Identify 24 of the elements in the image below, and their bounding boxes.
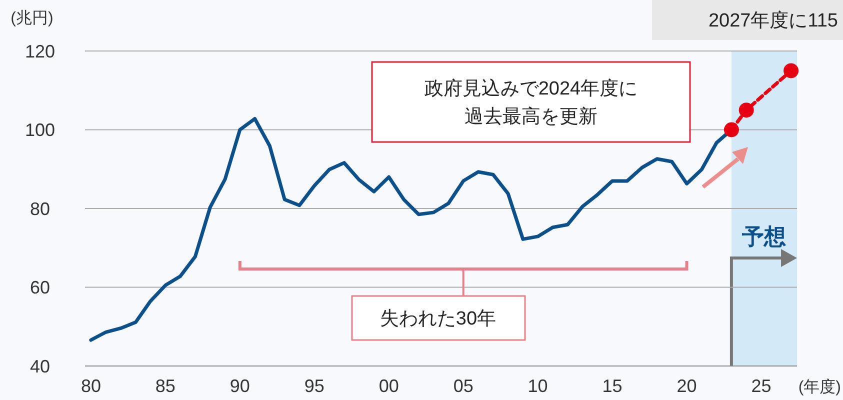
y-tick-label: 100	[24, 120, 56, 140]
x-tick-label: 20	[676, 376, 697, 396]
x-axis-title: (年度)	[798, 378, 841, 396]
point	[738, 102, 754, 118]
x-tick-label: 10	[528, 376, 548, 396]
point	[724, 122, 739, 138]
x-tick-label: 15	[602, 376, 622, 396]
annotation: 失われた30年	[380, 308, 496, 330]
y-tick-label: 80	[30, 198, 50, 219]
y-axis-title: (兆円)	[10, 9, 54, 27]
x-tick-label: 95	[304, 376, 324, 396]
y-tick-label: 40	[30, 356, 50, 376]
x-tick-label: 00	[378, 376, 399, 396]
band-label: 予想	[741, 224, 786, 249]
point	[784, 63, 799, 78]
y-tick-label: 60	[30, 278, 50, 298]
x-tick-label: 85	[155, 376, 176, 396]
x-tick-label: 25	[751, 376, 772, 396]
x-tick-label: 90	[230, 376, 250, 396]
text: 2027年度に115	[708, 10, 838, 32]
y-tick-label: 120	[24, 41, 56, 62]
x-tick-label: 05	[453, 376, 474, 396]
annotation: 政府見込みで2024年度に過去最高を更新	[424, 78, 638, 128]
x-tick-label: 80	[80, 376, 101, 396]
